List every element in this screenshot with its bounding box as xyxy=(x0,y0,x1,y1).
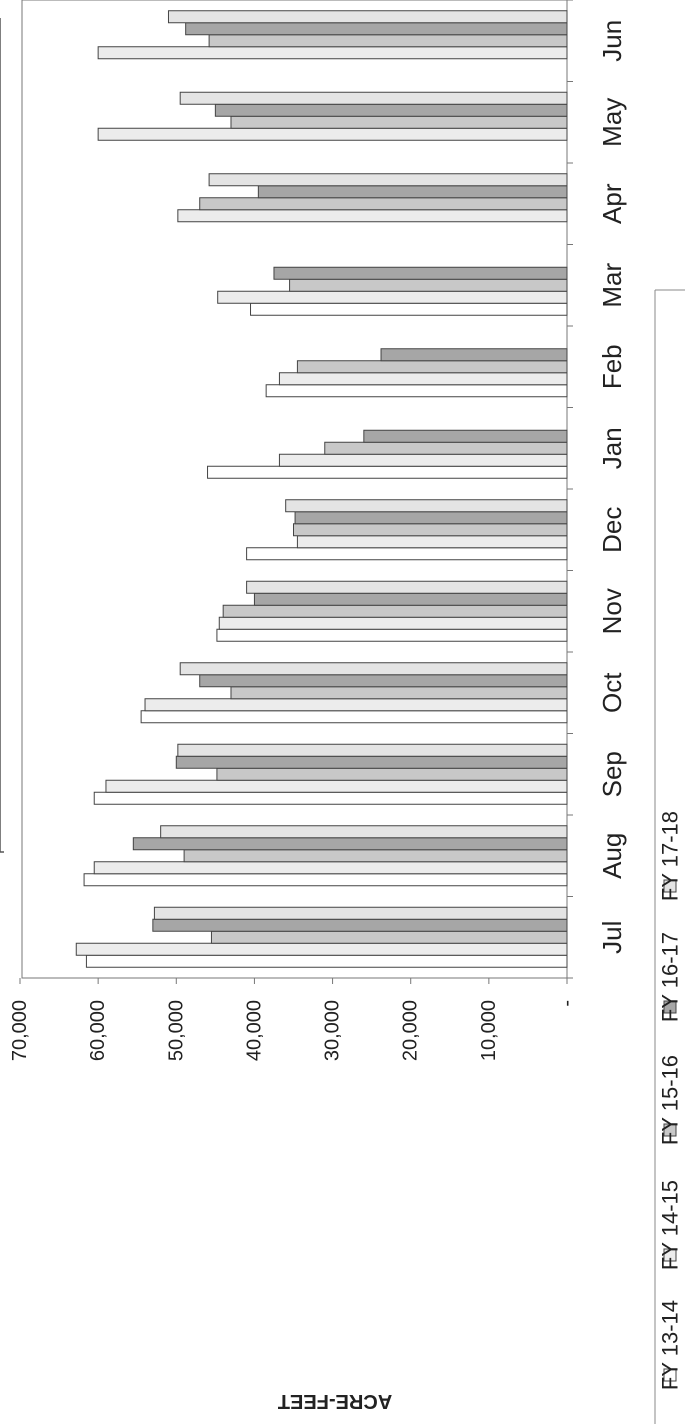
bar-fy-16-17-apr xyxy=(257,185,568,199)
bar-fy-15-16-may xyxy=(230,115,568,129)
y-tick-label: 20,000 xyxy=(400,1000,422,1061)
bar-fy-13-14-nov xyxy=(216,628,568,642)
bar-fy-13-14-mar xyxy=(250,302,568,316)
bar-fy-15-16-feb xyxy=(296,360,568,374)
bar-fy-15-16-jan xyxy=(324,441,568,455)
bar-fy-16-17-nov xyxy=(253,592,568,606)
bar-fy-14-15-feb xyxy=(278,372,568,386)
bar-fy-13-14-feb xyxy=(265,384,568,398)
legend-swatch xyxy=(663,1368,677,1382)
bar-fy-13-14-aug xyxy=(83,873,568,887)
bar-fy-17-18-may xyxy=(179,91,568,105)
bar-fy-16-17-dec xyxy=(294,511,568,525)
y-tick-label: 40,000 xyxy=(243,1000,265,1061)
bar-fy-17-18-nov xyxy=(246,580,568,594)
legend-label: FY 14-15 xyxy=(658,1180,683,1270)
bar-fy-17-18-sep xyxy=(177,743,568,757)
bar-fy-16-17-jan xyxy=(363,429,568,443)
bar-fy-16-17-sep xyxy=(175,755,568,769)
bar-fy-16-17-feb xyxy=(380,348,568,362)
bar-fy-13-14-sep xyxy=(93,791,568,805)
bar-fy-17-18-jul xyxy=(153,906,568,920)
legend-label: FY 13-14 xyxy=(658,1300,683,1390)
bar-series-group xyxy=(75,10,568,968)
bar-fy-17-18-jun xyxy=(167,10,568,24)
legend-label: FY 17-18 xyxy=(658,811,683,901)
bar-fy-16-17-oct xyxy=(199,674,568,688)
y-tick-label: 70,000 xyxy=(9,1000,31,1061)
bar-fy-13-14-oct xyxy=(140,710,568,724)
bar-fy-15-16-mar xyxy=(289,278,568,292)
x-tick-label-oct: Oct xyxy=(597,672,627,713)
value-axis: - 10,000 20,000 30,000 40,000 50,000 60,000 70,… xyxy=(9,978,578,1061)
bar-fy-14-15-sep xyxy=(105,779,568,793)
bar-fy-15-16-jul xyxy=(210,930,568,944)
bar-fy-14-15-jun xyxy=(97,46,568,60)
bar-fy-15-16-nov xyxy=(222,604,568,618)
x-tick-label-jan: Jan xyxy=(597,427,627,469)
x-tick-label-nov: Nov xyxy=(597,588,627,634)
bar-fy-15-16-dec xyxy=(293,523,568,537)
bar-fy-16-17-jun xyxy=(185,22,568,36)
bar-fy-14-15-oct xyxy=(144,698,568,712)
bar-fy-14-15-dec xyxy=(296,535,568,549)
x-tick-label-aug: Aug xyxy=(597,833,627,879)
bar-fy-14-15-jul xyxy=(75,942,568,956)
legend-swatch xyxy=(663,1123,677,1137)
bar-fy-16-17-aug xyxy=(132,837,568,851)
bar-fy-15-16-oct xyxy=(230,686,568,700)
bar-fy-17-18-oct xyxy=(179,662,568,676)
y-tick-label: 60,000 xyxy=(87,1000,109,1061)
x-tick-label-sep: Sep xyxy=(597,751,627,797)
bar-fy-17-18-aug xyxy=(160,825,568,839)
legend-swatch xyxy=(663,1000,677,1014)
bar-fy-14-15-may xyxy=(97,127,568,141)
legend-swatch xyxy=(663,879,677,893)
bar-fy-16-17-may xyxy=(214,103,568,117)
bar-fy-13-14-dec xyxy=(246,547,568,561)
legend-label: FY 15-16 xyxy=(658,1055,683,1145)
bar-fy-14-15-aug xyxy=(93,861,568,875)
bar-fy-17-18-dec xyxy=(285,499,568,513)
y-tick-label: 50,000 xyxy=(165,1000,187,1061)
legend: FY 13-14 FY 14-15 FY 15-16 FY 16-17 FY 17-18 xyxy=(654,289,685,1424)
y-tick-label: 30,000 xyxy=(322,1000,344,1061)
y-axis-title: ACRE-FEET xyxy=(278,1390,392,1412)
bar-fy-13-14-jul xyxy=(85,954,568,968)
bar-fy-16-17-mar xyxy=(273,266,568,280)
bar-fy-14-15-apr xyxy=(177,209,568,223)
bar-fy-15-16-jun xyxy=(208,34,568,48)
legend-swatch xyxy=(663,1248,677,1262)
bar-fy-13-14-jan xyxy=(207,465,568,479)
category-axis: Jul Aug Sep Oct Nov Dec Jan Feb Mar Apr May Jun xyxy=(567,0,627,979)
bar-fy-16-17-jul xyxy=(152,918,568,932)
bar-fy-17-18-apr xyxy=(208,173,568,187)
y-axis-title-group: ACRE-FEET xyxy=(278,1390,392,1412)
x-tick-label-dec: Dec xyxy=(597,507,627,553)
bar-fy-15-16-sep xyxy=(216,767,568,781)
bar-fy-15-16-apr xyxy=(199,197,568,211)
legend-label: FY 16-17 xyxy=(658,932,683,1022)
y-tick-label: - xyxy=(556,1000,578,1007)
bar-fy-14-15-mar xyxy=(217,290,568,304)
x-tick-label-apr: Apr xyxy=(597,183,627,224)
x-tick-label-mar: Mar xyxy=(597,263,627,308)
x-tick-label-feb: Feb xyxy=(597,344,627,389)
bar-fy-15-16-aug xyxy=(183,849,568,863)
bar-fy-14-15-nov xyxy=(218,616,568,630)
x-tick-label-jun: Jun xyxy=(597,20,627,62)
bar-fy-14-15-jan xyxy=(278,453,568,467)
y-tick-label: 10,000 xyxy=(478,1000,500,1061)
x-tick-label-jul: Jul xyxy=(597,921,627,954)
x-tick-label-may: May xyxy=(597,98,627,147)
